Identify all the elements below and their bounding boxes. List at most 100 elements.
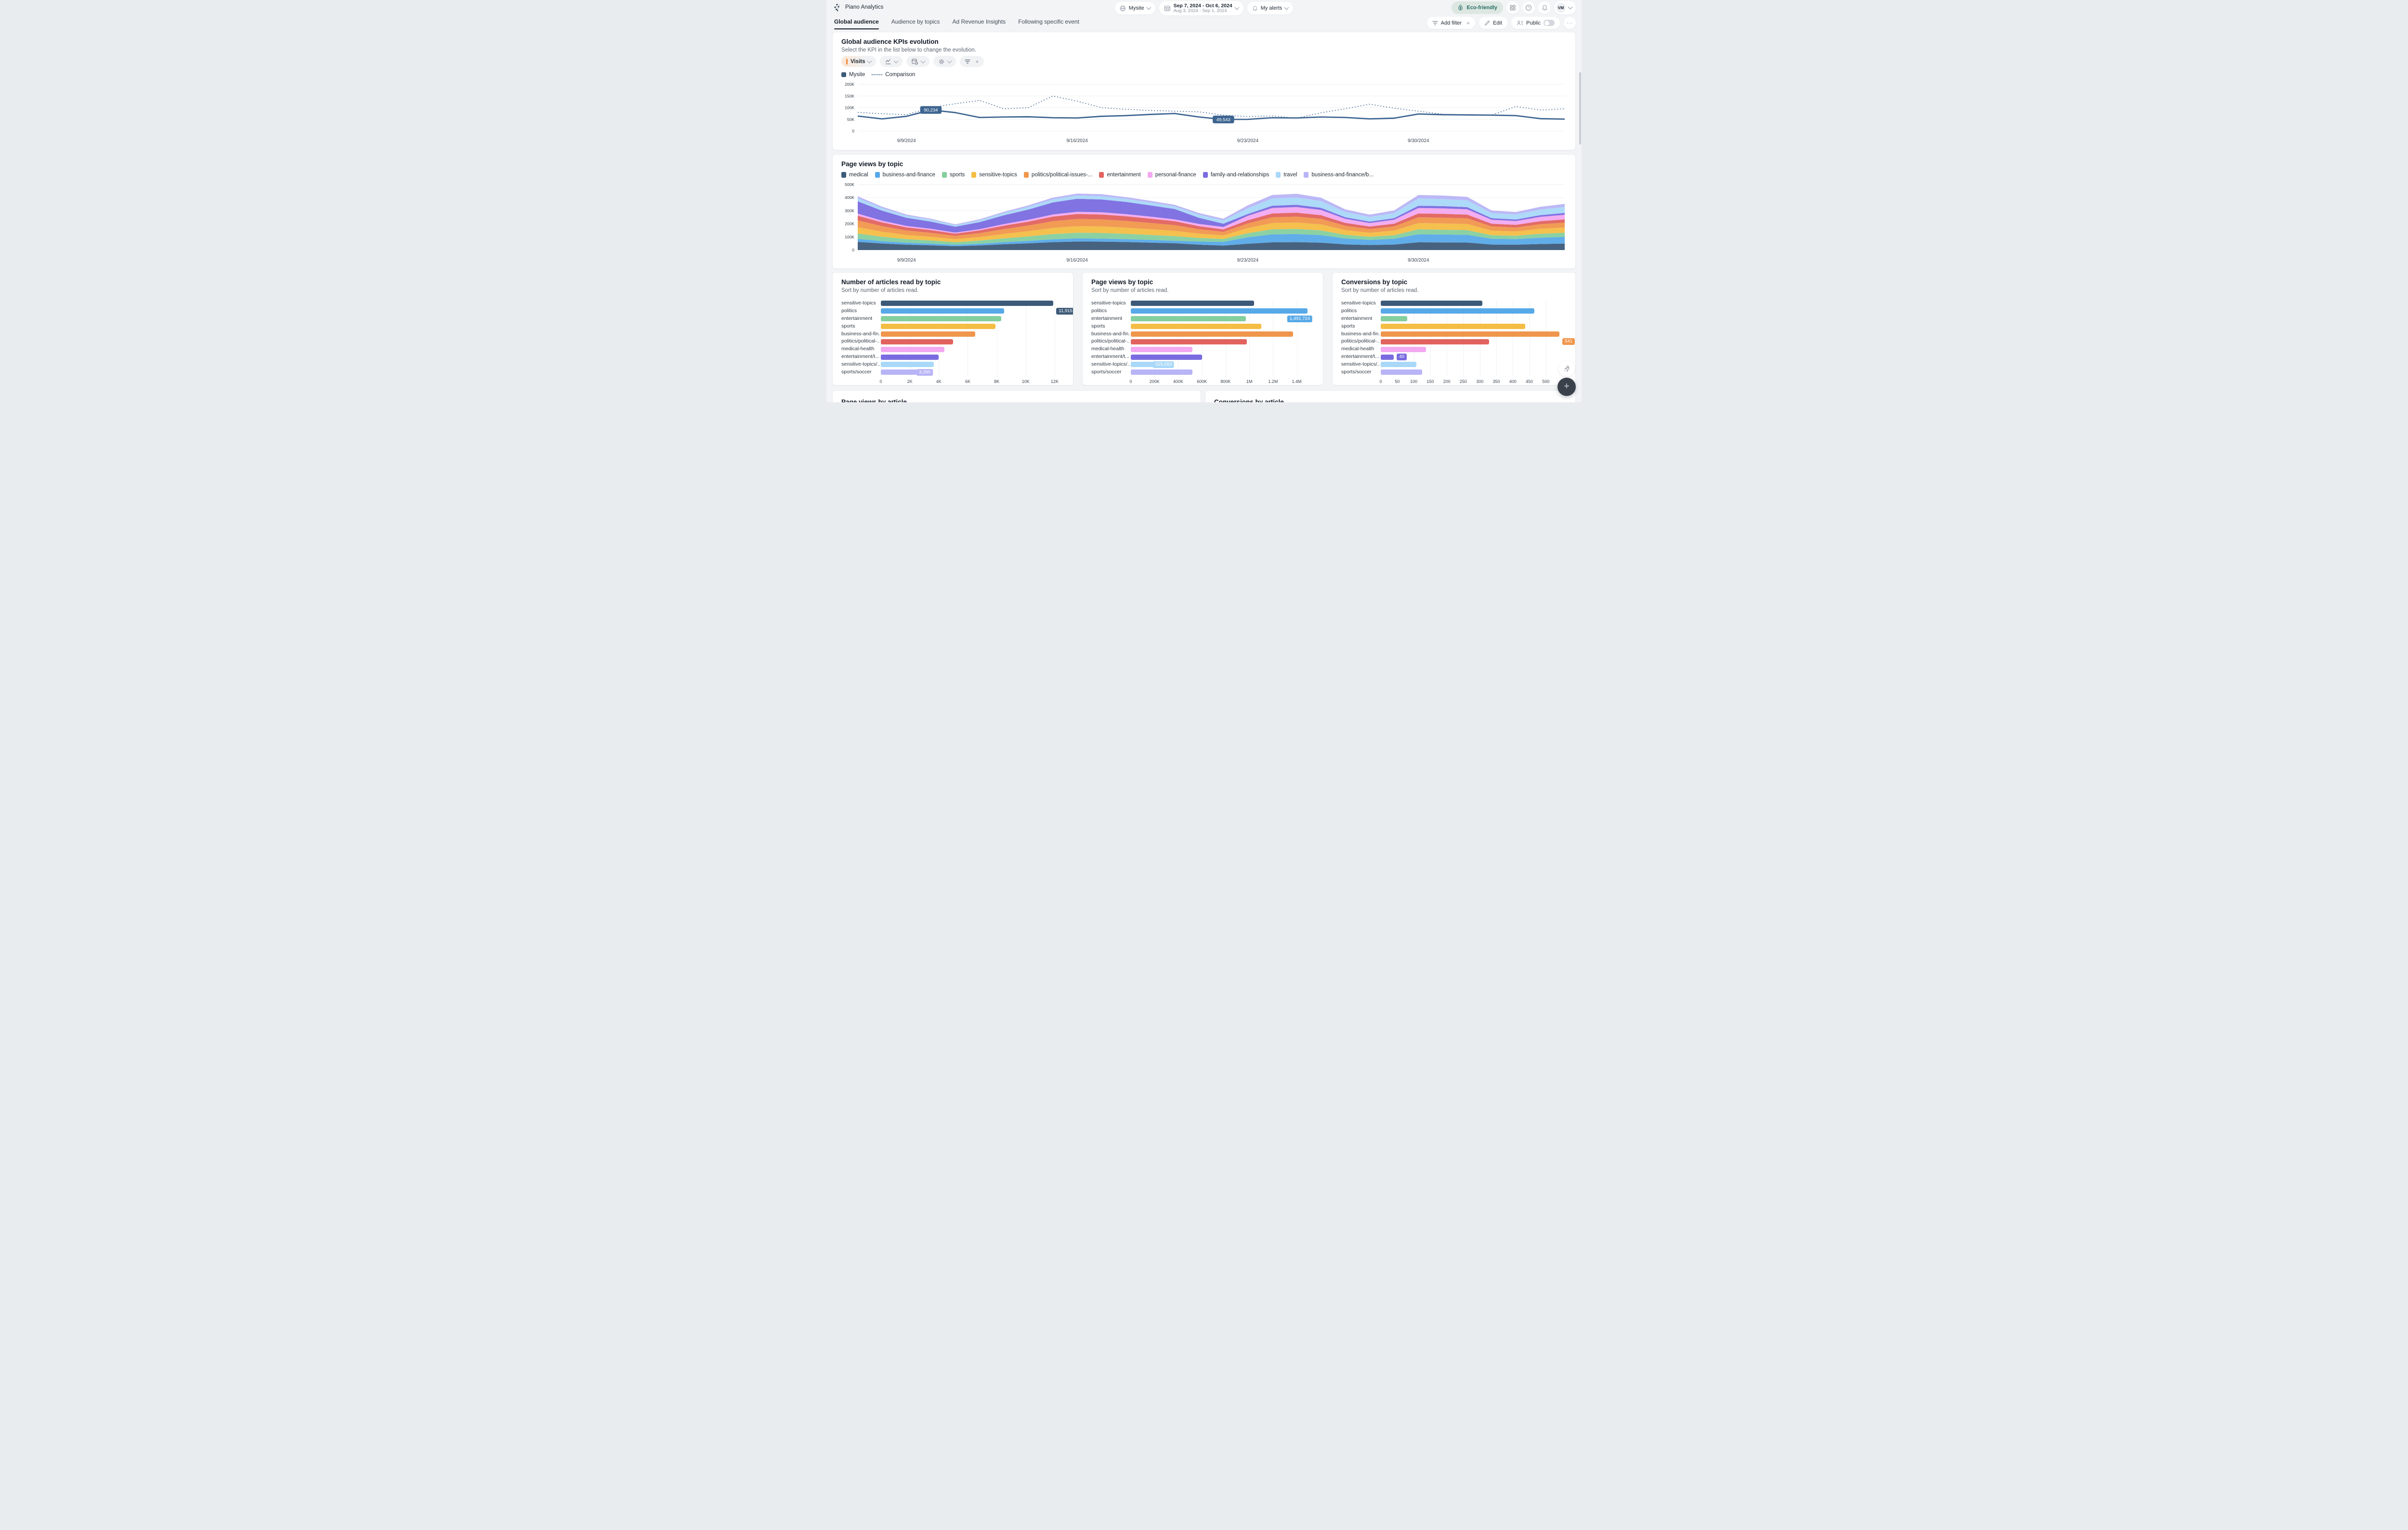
kpi-filter-button[interactable]: +: [960, 56, 984, 67]
page-views-bar-card: Page views by topic Sort by number of ar…: [1082, 272, 1323, 385]
date-range-picker[interactable]: Sep 7, 2024 - Oct 6, 2024 Aug 3, 2024 - …: [1159, 1, 1243, 15]
axis-tick-label: 4K: [936, 379, 942, 384]
category-label: sensitive-topics: [1341, 300, 1376, 306]
bar-sensitive-topics[interactable]: [1131, 301, 1254, 306]
axis-tick-label: 450: [1526, 379, 1533, 384]
bar-business-and-fin-[interactable]: [1381, 331, 1559, 337]
svg-text:9/23/2024: 9/23/2024: [1237, 258, 1259, 263]
bar-entertainment-t-[interactable]: [1131, 354, 1202, 360]
area-chart-legend: medical business-and-finance sports sensiti…: [841, 172, 1374, 178]
user-menu[interactable]: VM: [1554, 1, 1576, 14]
bar-politics-political-[interactable]: [881, 339, 954, 344]
bar-entertainment-t-[interactable]: [881, 354, 939, 360]
bar-plot-area[interactable]: 541 40: [1381, 300, 1575, 376]
data-source-selector[interactable]: [906, 56, 930, 67]
bar-card-subtitle: Sort by number of articles read.: [841, 288, 919, 293]
bar-medical-health[interactable]: [881, 346, 945, 352]
kpi-selector-visits[interactable]: Visits: [841, 56, 877, 67]
edit-button[interactable]: Edit: [1479, 17, 1508, 29]
bar-sports[interactable]: [881, 323, 995, 329]
bar-sensitive-topics-[interactable]: [881, 362, 934, 368]
tab-ad-revenue-insights[interactable]: Ad Revenue Insights: [952, 18, 1006, 25]
value-badge: 1,491,724: [1287, 315, 1313, 322]
tab-following-specific-event[interactable]: Following specific event: [1018, 18, 1079, 25]
eco-friendly-badge[interactable]: Eco-friendly: [1452, 1, 1503, 14]
more-options-button[interactable]: ···: [1564, 17, 1576, 29]
bar-politics-political-[interactable]: [1131, 339, 1247, 344]
legend-item-sensitive-topics[interactable]: sensitive-topics: [971, 172, 1017, 178]
help-button[interactable]: ?: [1522, 1, 1535, 14]
bar-business-and-fin-[interactable]: [1131, 331, 1294, 337]
bar-entertainment[interactable]: [1381, 316, 1407, 321]
chevron-down-icon: [947, 58, 952, 64]
bar-politics[interactable]: [1381, 308, 1534, 314]
brand: Piano Analytics: [833, 3, 884, 12]
quick-launch-button[interactable]: [1558, 360, 1575, 377]
page-scrollbar[interactable]: [1579, 72, 1581, 145]
bar-entertainment-t-[interactable]: [1381, 354, 1394, 360]
legend-item-business-and-finance-b-[interactable]: business-and-finance/b...: [1304, 172, 1374, 178]
page-views-article-card: Page views by article: [832, 390, 1201, 402]
bar-politics[interactable]: [1131, 308, 1308, 314]
apps-grid-button[interactable]: [1506, 1, 1519, 14]
axis-tick-label: 0: [879, 379, 882, 384]
bar-sensitive-topics-[interactable]: [1381, 362, 1417, 368]
help-icon: ?: [1526, 5, 1531, 11]
bar-entertainment[interactable]: [1131, 316, 1246, 321]
plus-icon: +: [975, 58, 979, 65]
tab-audience-by-topics[interactable]: Audience by topics: [891, 18, 940, 25]
bar-sports-soccer[interactable]: [1381, 369, 1423, 375]
axis-tick-label: 6K: [965, 379, 970, 384]
category-label: sensitive-topics: [841, 300, 876, 306]
page-views-area-chart[interactable]: 0 100K 200K 300K 400K 500K 9/9/2024 9/16/2024 9/…: [841, 182, 1568, 266]
legend-item-sports[interactable]: sports: [942, 172, 965, 178]
bar-plot-area[interactable]: 11,915 3,260: [881, 300, 1073, 376]
my-alerts-button[interactable]: My alerts: [1247, 2, 1294, 14]
legend-item-medical[interactable]: medical: [841, 172, 868, 178]
bar-medical-health[interactable]: [1381, 346, 1426, 352]
bar-sports-soccer[interactable]: [881, 369, 929, 375]
kpi-line-chart[interactable]: 0 50K 100K 150K 200K 9/9/2024 9/16/2024 9/23/20…: [841, 80, 1568, 147]
legend-item-entertainment[interactable]: entertainment: [1099, 172, 1141, 178]
chart-type-selector[interactable]: [880, 56, 903, 67]
legend-label: personal-finance: [1155, 172, 1196, 178]
database-clock-icon: [912, 58, 918, 65]
legend-item-travel[interactable]: travel: [1276, 172, 1297, 178]
tab-global-audience[interactable]: Global audience: [834, 18, 879, 29]
add-filter-button[interactable]: Add filter +: [1426, 17, 1476, 29]
conversions-article-card: Conversions by article: [1205, 390, 1576, 402]
category-label: sports/soccer: [1091, 369, 1122, 375]
legend-item-family-and-relationships[interactable]: family-and-relationships: [1203, 172, 1269, 178]
chevron-down-icon: [1284, 5, 1289, 10]
category-label: business-and-fin...: [841, 330, 880, 337]
svg-text:9/23/2024: 9/23/2024: [1237, 138, 1259, 144]
svg-text:300K: 300K: [845, 208, 854, 213]
add-new-button[interactable]: +: [1557, 378, 1576, 396]
bar-entertainment[interactable]: [881, 316, 1001, 321]
bar-politics-political-[interactable]: [1381, 339, 1489, 344]
bar-plot-area[interactable]: 1,491,724 325,583: [1131, 300, 1313, 376]
bar-card-title: Conversions by topic: [1341, 278, 1408, 286]
bar-sports[interactable]: [1381, 323, 1525, 329]
add-filter-label: Add filter: [1440, 20, 1462, 26]
legend-label: Comparison: [885, 72, 916, 78]
notifications-button[interactable]: [1538, 1, 1551, 14]
bar-sensitive-topics[interactable]: [1381, 301, 1482, 306]
bar-sensitive-topics-[interactable]: [1131, 362, 1170, 368]
gridline: [1397, 300, 1398, 376]
legend-item-politics-political-issues-[interactable]: politics/political-issues-...: [1023, 172, 1092, 178]
legend-item-personal-finance[interactable]: personal-finance: [1147, 172, 1196, 178]
bar-sensitive-topics[interactable]: [881, 301, 1054, 306]
public-toggle-control[interactable]: Public: [1511, 17, 1560, 29]
site-picker[interactable]: Mysite: [1114, 2, 1155, 14]
bar-x-axis: 0 2K 4K 6K 8K 10K 12K: [879, 379, 1063, 385]
bar-sports-soccer[interactable]: [1131, 369, 1192, 375]
bar-business-and-fin-[interactable]: [881, 331, 975, 337]
settings-selector[interactable]: [933, 56, 956, 67]
bar-sports[interactable]: [1131, 323, 1261, 329]
bar-medical-health[interactable]: [1131, 346, 1192, 352]
public-toggle[interactable]: [1544, 20, 1555, 26]
bar-politics[interactable]: [881, 308, 1004, 314]
legend-swatch: [1276, 172, 1281, 178]
legend-item-business-and-finance[interactable]: business-and-finance: [875, 172, 935, 178]
